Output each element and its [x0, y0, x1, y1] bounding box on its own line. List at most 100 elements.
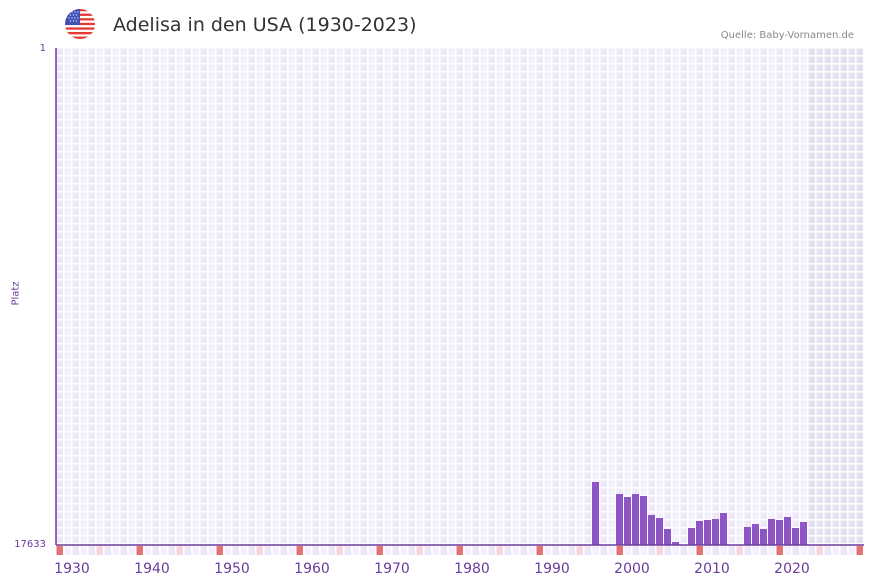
- year-marker: [808, 546, 815, 555]
- source-credit: Quelle: Baby-Vornamen.de: [720, 30, 854, 41]
- year-marker: [584, 546, 591, 555]
- bar-2009: [704, 520, 711, 545]
- year-marker: [240, 546, 247, 555]
- year-marker: [336, 546, 343, 555]
- bar-2011: [720, 513, 727, 545]
- year-marker: [608, 546, 615, 555]
- year-marker: [232, 546, 239, 555]
- usa-flag-icon: [65, 9, 95, 39]
- year-marker: [456, 546, 463, 555]
- year-marker: [112, 546, 119, 555]
- year-marker: [488, 546, 495, 555]
- year-marker: [88, 546, 95, 555]
- bar-2000: [632, 494, 639, 545]
- y-tick-top: 1: [39, 43, 46, 54]
- year-marker: [208, 546, 215, 555]
- y-axis-title: Platz: [10, 281, 22, 306]
- x-tick-1930: 1930: [54, 561, 90, 577]
- year-marker: [728, 546, 735, 555]
- year-marker: [528, 546, 535, 555]
- bar-2017: [768, 519, 775, 545]
- year-marker: [576, 546, 583, 555]
- y-tick-bottom: 17633: [14, 539, 46, 550]
- year-marker: [56, 546, 63, 555]
- year-marker: [144, 546, 151, 555]
- year-marker: [432, 546, 439, 555]
- year-marker: [776, 546, 783, 555]
- year-marker: [344, 546, 351, 555]
- year-marker: [352, 546, 359, 555]
- year-marker: [568, 546, 575, 555]
- year-marker: [216, 546, 223, 555]
- year-marker: [672, 546, 679, 555]
- year-marker: [560, 546, 567, 555]
- year-marker: [312, 546, 319, 555]
- year-marker: [760, 546, 767, 555]
- bar-2018: [776, 520, 783, 545]
- year-marker: [712, 546, 719, 555]
- year-marker: [160, 546, 167, 555]
- year-marker: [784, 546, 791, 555]
- year-marker: [176, 546, 183, 555]
- year-marker: [704, 546, 711, 555]
- bar-2002: [648, 515, 655, 545]
- year-marker: [512, 546, 519, 555]
- year-marker: [368, 546, 375, 555]
- year-marker: [664, 546, 671, 555]
- bar-1998: [616, 494, 623, 545]
- year-marker: [328, 546, 335, 555]
- year-marker: [120, 546, 127, 555]
- year-marker: [184, 546, 191, 555]
- year-marker: [680, 546, 687, 555]
- bar-2014: [744, 527, 751, 545]
- year-marker: [272, 546, 279, 555]
- year-marker: [320, 546, 327, 555]
- year-marker: [856, 546, 863, 555]
- bar-2001: [640, 496, 647, 545]
- year-marker: [624, 546, 631, 555]
- bar-2010: [712, 519, 719, 545]
- year-marker: [408, 546, 415, 555]
- bar-2003: [656, 518, 663, 545]
- year-marker: [80, 546, 87, 555]
- year-marker: [800, 546, 807, 555]
- year-marker: [448, 546, 455, 555]
- year-marker: [424, 546, 431, 555]
- x-tick-1950: 1950: [214, 561, 250, 577]
- year-marker: [256, 546, 263, 555]
- bar-2016: [760, 529, 767, 545]
- year-marker: [200, 546, 207, 555]
- year-marker: [392, 546, 399, 555]
- x-tick-1940: 1940: [134, 561, 170, 577]
- year-marker: [640, 546, 647, 555]
- x-tick-1960: 1960: [294, 561, 330, 577]
- x-tick-2000: 2000: [614, 561, 650, 577]
- bar-2005: [672, 542, 679, 545]
- year-marker: [400, 546, 407, 555]
- year-marker: [832, 546, 839, 555]
- year-marker: [224, 546, 231, 555]
- year-marker: [472, 546, 479, 555]
- year-marker: [744, 546, 751, 555]
- year-marker: [616, 546, 623, 555]
- year-marker: [416, 546, 423, 555]
- x-tick-1980: 1980: [454, 561, 490, 577]
- year-marker: [192, 546, 199, 555]
- x-tick-1970: 1970: [374, 561, 410, 577]
- year-marker: [288, 546, 295, 555]
- year-marker: [72, 546, 79, 555]
- bar-1999: [624, 497, 631, 545]
- year-marker: [816, 546, 823, 555]
- year-marker: [464, 546, 471, 555]
- year-marker: [840, 546, 847, 555]
- bar-2019: [784, 517, 791, 545]
- year-marker: [128, 546, 135, 555]
- year-marker: [592, 546, 599, 555]
- x-tick-2010: 2010: [694, 561, 730, 577]
- year-marker: [96, 546, 103, 555]
- year-marker: [688, 546, 695, 555]
- year-marker: [720, 546, 727, 555]
- year-marker: [544, 546, 551, 555]
- year-marker: [384, 546, 391, 555]
